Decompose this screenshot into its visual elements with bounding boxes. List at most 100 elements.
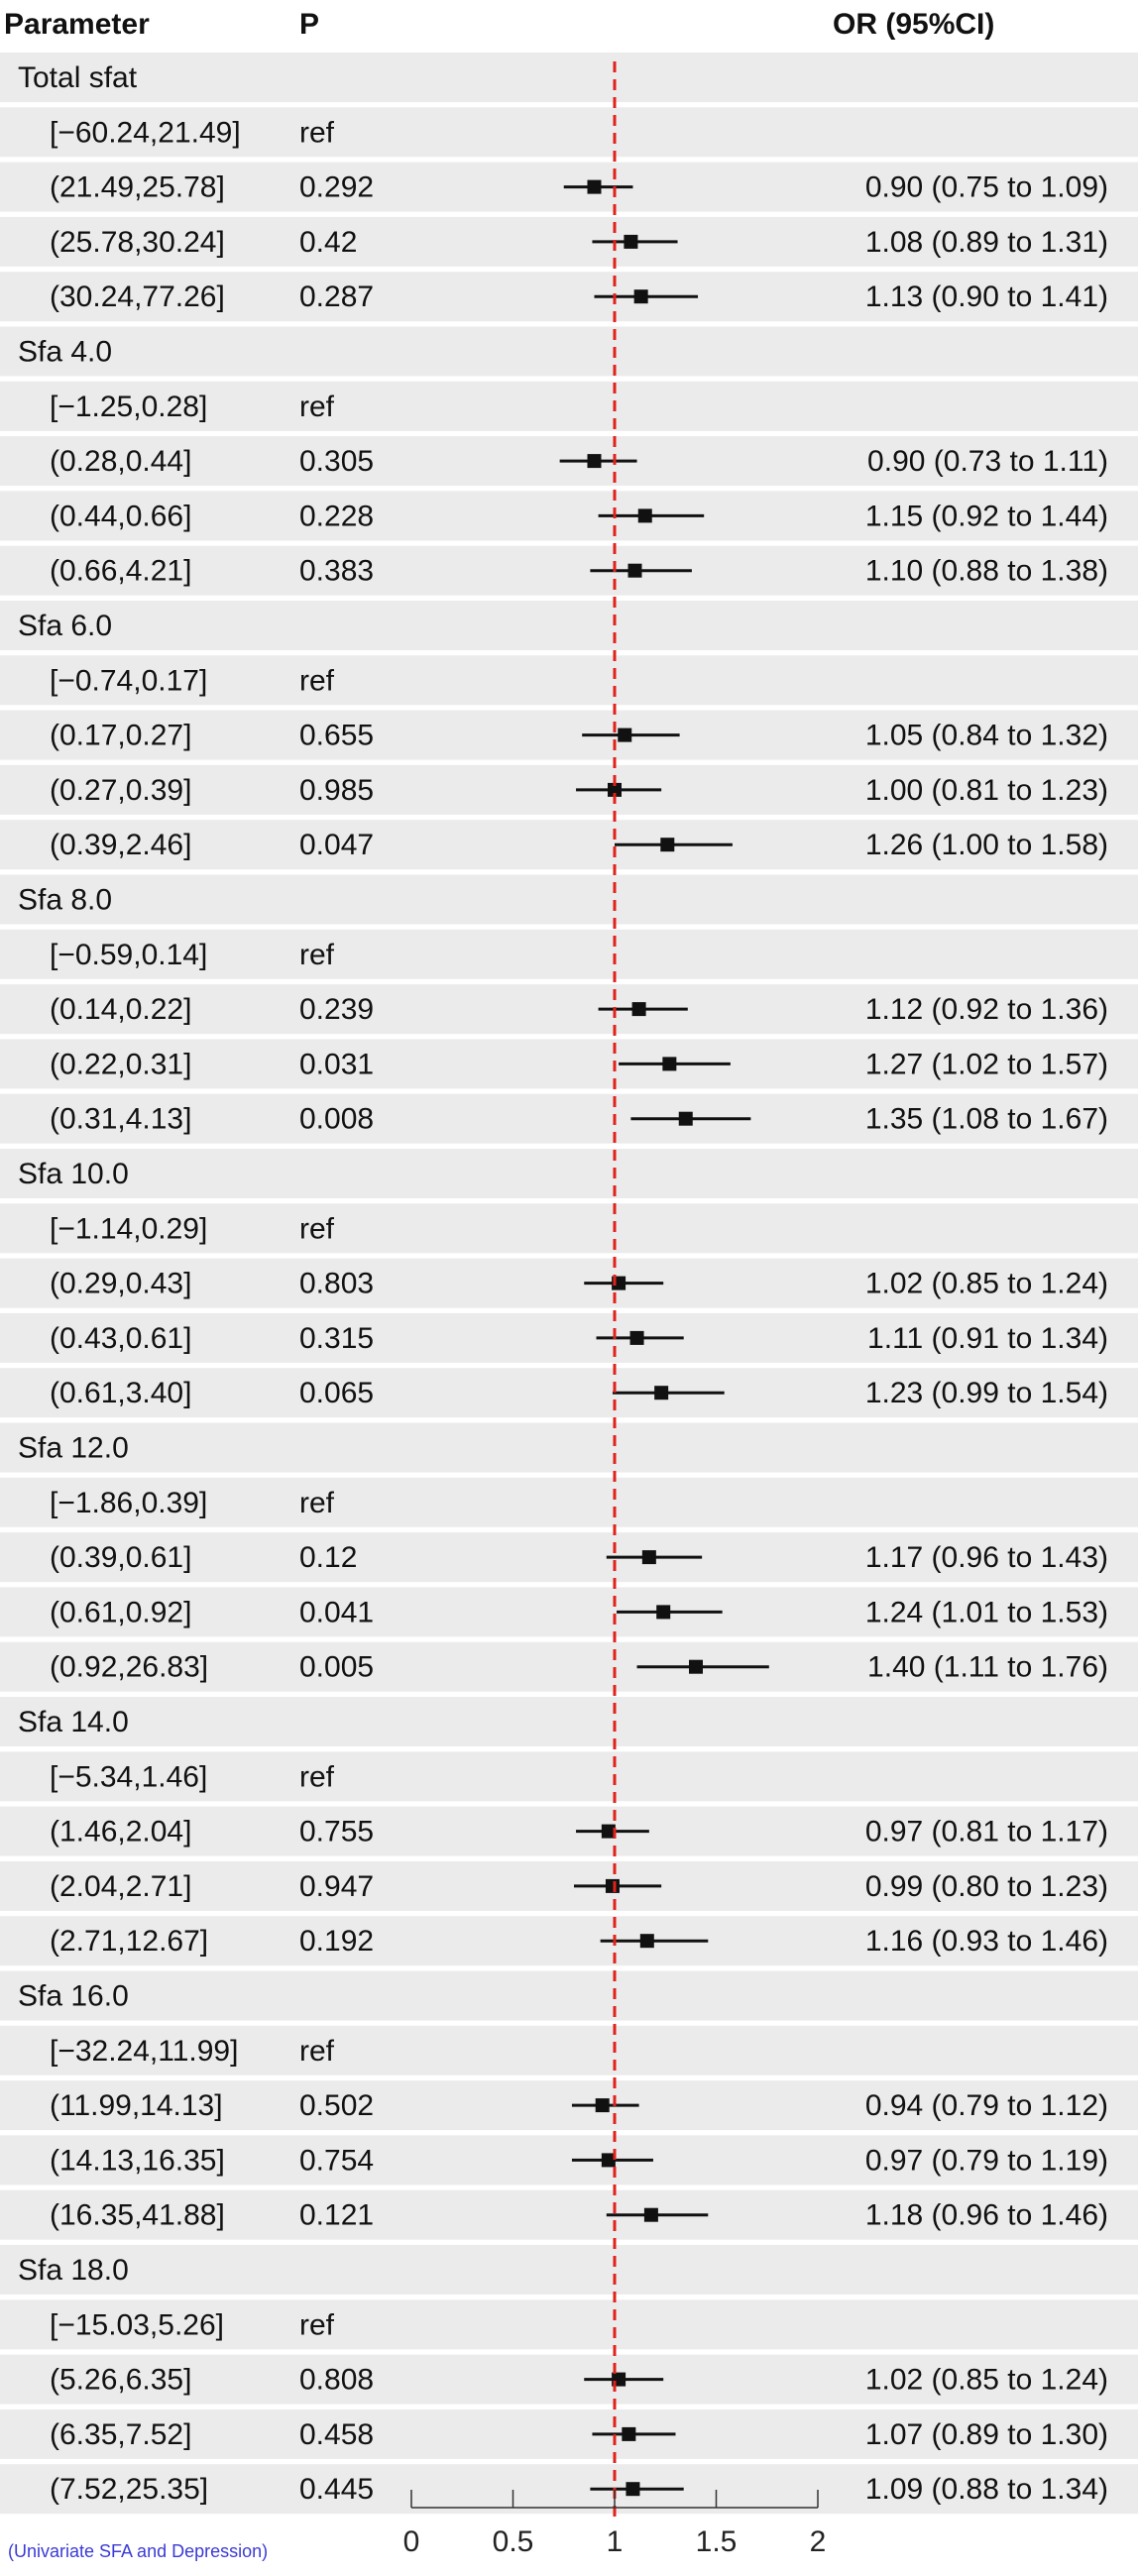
p-value: 0.065 (299, 1377, 374, 1409)
level-label: (21.49,25.78] (50, 171, 225, 204)
level-label: [−60.24,21.49] (50, 116, 241, 149)
or-point (633, 289, 648, 304)
x-axis: 0 0.5 1 1.5 2 (403, 2490, 826, 2558)
p-value: 0.121 (299, 2199, 374, 2232)
row-band (0, 1587, 1138, 1637)
or-ci-text: 1.00 (0.81 to 1.23) (865, 774, 1108, 807)
group-label: Total sfat (18, 61, 138, 94)
row-band (0, 1532, 1138, 1583)
or-point (654, 1386, 669, 1400)
row-band (0, 2354, 1138, 2405)
group-label: Sfa 16.0 (18, 1980, 129, 2013)
p-value: ref (299, 2308, 335, 2341)
group-band (0, 1970, 1138, 2021)
header-p: P (299, 8, 319, 41)
level-label: (16.35,41.88] (50, 2199, 225, 2232)
x-tick-label: 1 (607, 2525, 624, 2558)
group-label: Sfa 10.0 (18, 1158, 129, 1190)
row-band (0, 2299, 1138, 2350)
p-value: 0.041 (299, 1596, 374, 1628)
level-label: (0.92,26.83] (50, 1651, 208, 1684)
or-point (618, 728, 632, 742)
p-value: 0.803 (299, 1268, 374, 1300)
or-point (624, 234, 638, 249)
or-point (626, 2482, 640, 2497)
row-band (0, 491, 1138, 541)
or-point (605, 1878, 620, 1893)
p-value: 0.005 (299, 1651, 374, 1684)
row-band (0, 1258, 1138, 1308)
or-ci-text: 1.10 (0.88 to 1.38) (865, 555, 1108, 588)
p-value: 0.287 (299, 280, 374, 313)
or-point (629, 1330, 644, 1345)
or-point (622, 2426, 636, 2441)
level-label: (0.61,0.92] (50, 1596, 191, 1628)
level-label: [−0.74,0.17] (50, 664, 207, 697)
level-label: [−0.59,0.14] (50, 939, 207, 971)
row-band (0, 655, 1138, 706)
level-label: (25.78,30.24] (50, 226, 225, 259)
level-label: (2.04,2.71] (50, 1870, 191, 1903)
level-label: (0.44,0.66] (50, 500, 191, 532)
row-band (0, 2189, 1138, 2240)
level-label: (5.26,6.35] (50, 2364, 191, 2397)
or-ci-text: 1.18 (0.96 to 1.46) (865, 2199, 1108, 2232)
or-point (631, 1002, 646, 1017)
p-value: 0.315 (299, 1322, 374, 1355)
group-band (0, 1149, 1138, 1198)
or-ci-text: 1.02 (0.85 to 1.24) (865, 1268, 1108, 1300)
row-band (0, 107, 1138, 158)
row-bands (0, 53, 1138, 2515)
or-ci-text: 1.12 (0.92 to 1.36) (865, 993, 1108, 1026)
level-label: (0.39,0.61] (50, 1541, 191, 1574)
p-value: 0.985 (299, 774, 374, 807)
row-band (0, 2464, 1138, 2515)
row-band (0, 1368, 1138, 1418)
or-ci-text: 1.05 (0.84 to 1.32) (865, 720, 1108, 752)
x-tick-label: 0 (403, 2525, 420, 2558)
level-label: (2.71,12.67] (50, 1925, 208, 1958)
or-ci-text: 1.08 (0.89 to 1.31) (865, 226, 1108, 259)
or-ci-text: 1.13 (0.90 to 1.41) (865, 280, 1108, 313)
row-band (0, 1751, 1138, 1802)
p-value: 0.228 (299, 500, 374, 532)
row-band (0, 545, 1138, 596)
p-value: ref (299, 1487, 335, 1519)
group-band (0, 601, 1138, 650)
p-value: 0.12 (299, 1541, 357, 1574)
group-label: Sfa 14.0 (18, 1706, 129, 1738)
level-label: (0.28,0.44] (50, 445, 191, 478)
group-label: Sfa 8.0 (18, 884, 112, 917)
or-point (641, 1550, 656, 1565)
or-ci-text: 0.94 (0.79 to 1.12) (865, 2089, 1108, 2122)
group-label: Sfa 4.0 (18, 336, 112, 369)
row-band (0, 1860, 1138, 1911)
or-point (587, 179, 602, 194)
or-ci-text: 0.99 (0.80 to 1.23) (865, 1870, 1108, 1903)
p-value: 0.947 (299, 1870, 374, 1903)
level-label: [−15.03,5.26] (50, 2308, 224, 2341)
level-label: [−32.24,11.99] (50, 2035, 238, 2068)
table-cells: Total sfat [−60.24,21.49] ref (21.49,25.78]… (18, 61, 1108, 2506)
level-label: (0.43,0.61] (50, 1322, 191, 1355)
or-point (656, 1605, 671, 1620)
or-ci-text: 1.26 (1.00 to 1.58) (865, 829, 1108, 861)
header-or: OR (95%CI) (833, 8, 994, 41)
level-label: (0.61,3.40] (50, 1377, 191, 1409)
row-band (0, 2135, 1138, 2185)
or-point (639, 1934, 654, 1949)
row-band (0, 1916, 1138, 1966)
p-value: 0.655 (299, 720, 374, 752)
or-ci-text: 1.40 (1.11 to 1.76) (867, 1651, 1108, 1684)
p-value: ref (299, 116, 335, 149)
p-value: 0.239 (299, 993, 374, 1026)
p-value: ref (299, 1212, 335, 1245)
or-ci-text: 1.24 (1.01 to 1.53) (865, 1596, 1108, 1628)
group-band (0, 1697, 1138, 1746)
p-value: ref (299, 1760, 335, 1793)
p-value: 0.292 (299, 171, 374, 204)
row-band (0, 710, 1138, 760)
p-value: 0.008 (299, 1103, 374, 1136)
level-label: (0.17,0.27] (50, 720, 191, 752)
or-point (627, 563, 642, 578)
